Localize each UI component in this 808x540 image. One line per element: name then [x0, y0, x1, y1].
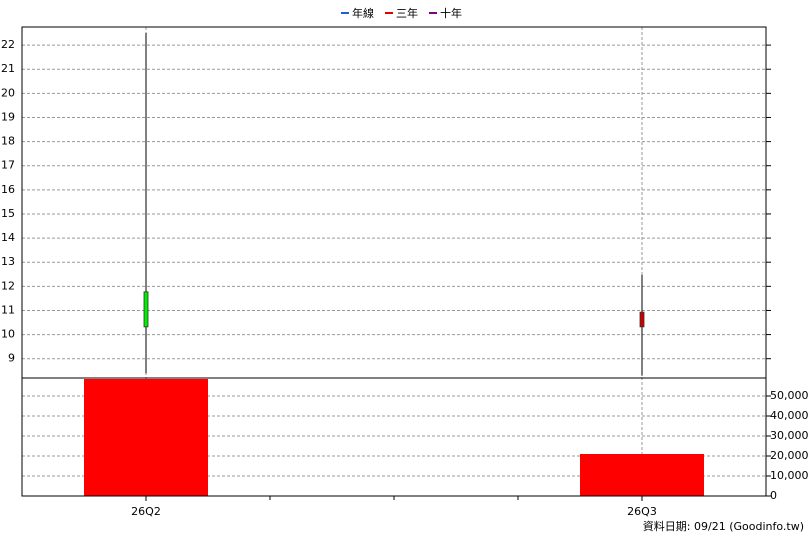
y2-tick-label: 10,000 [770, 469, 808, 482]
legend-label: 年線 [352, 6, 374, 20]
legend-label: 十年 [440, 6, 462, 20]
y2-tick-label: 30,000 [770, 429, 808, 442]
y-tick-label: 13 [1, 255, 15, 268]
y-tick-label: 9 [8, 352, 15, 365]
y-tick-label: 22 [1, 38, 15, 51]
volume-bar [84, 379, 208, 496]
y-tick-label: 12 [1, 279, 15, 292]
plot-frame [21, 26, 767, 497]
y-tick-label: 18 [1, 135, 15, 148]
y2-tick-label: 20,000 [770, 449, 808, 462]
legend-label: 三年 [396, 6, 418, 20]
candle-body [143, 291, 149, 328]
source-note: 資料日期: 09/21 (Goodinfo.tw) [643, 519, 804, 533]
volume-bar [580, 454, 704, 496]
y-tick-label: 17 [1, 159, 15, 172]
y-tick-label: 20 [1, 86, 15, 99]
y-tick-label: 16 [1, 183, 15, 196]
y-tick-label: 10 [1, 328, 15, 341]
y-tick-label: 21 [1, 62, 15, 75]
y-tick-label: 19 [1, 110, 15, 123]
y2-tick-label: 40,000 [770, 409, 808, 422]
candle-body [639, 311, 645, 328]
y2-tick-label: 50,000 [770, 389, 808, 402]
x-tick-label: 26Q3 [627, 505, 657, 518]
x-tick-label: 26Q2 [131, 505, 161, 518]
y-tick-label: 15 [1, 207, 15, 220]
y-tick-label: 14 [1, 231, 15, 244]
y2-tick-label: 0 [770, 489, 777, 502]
y-tick-label: 11 [1, 303, 15, 316]
